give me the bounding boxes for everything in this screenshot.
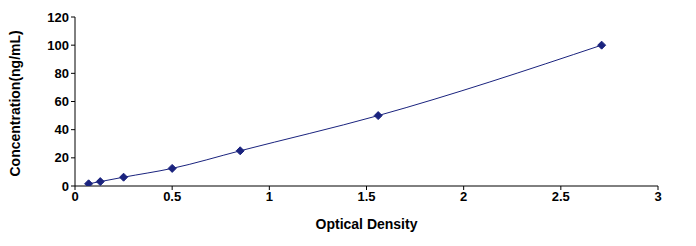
svg-text:1.5: 1.5 [357,189,375,204]
svg-text:Concentration(ng/mL): Concentration(ng/mL) [8,30,23,176]
svg-text:2.5: 2.5 [552,189,570,204]
svg-text:3: 3 [654,189,661,204]
svg-text:Optical Density: Optical Density [316,216,418,232]
svg-text:20: 20 [55,150,69,165]
svg-text:100: 100 [47,38,69,53]
svg-text:0: 0 [62,179,69,194]
svg-text:1: 1 [266,189,273,204]
svg-text:60: 60 [55,94,69,109]
svg-text:2: 2 [460,189,467,204]
svg-text:80: 80 [55,66,69,81]
svg-text:0.5: 0.5 [163,189,181,204]
svg-text:0: 0 [71,189,78,204]
svg-text:40: 40 [55,122,69,137]
svg-text:120: 120 [47,10,69,25]
